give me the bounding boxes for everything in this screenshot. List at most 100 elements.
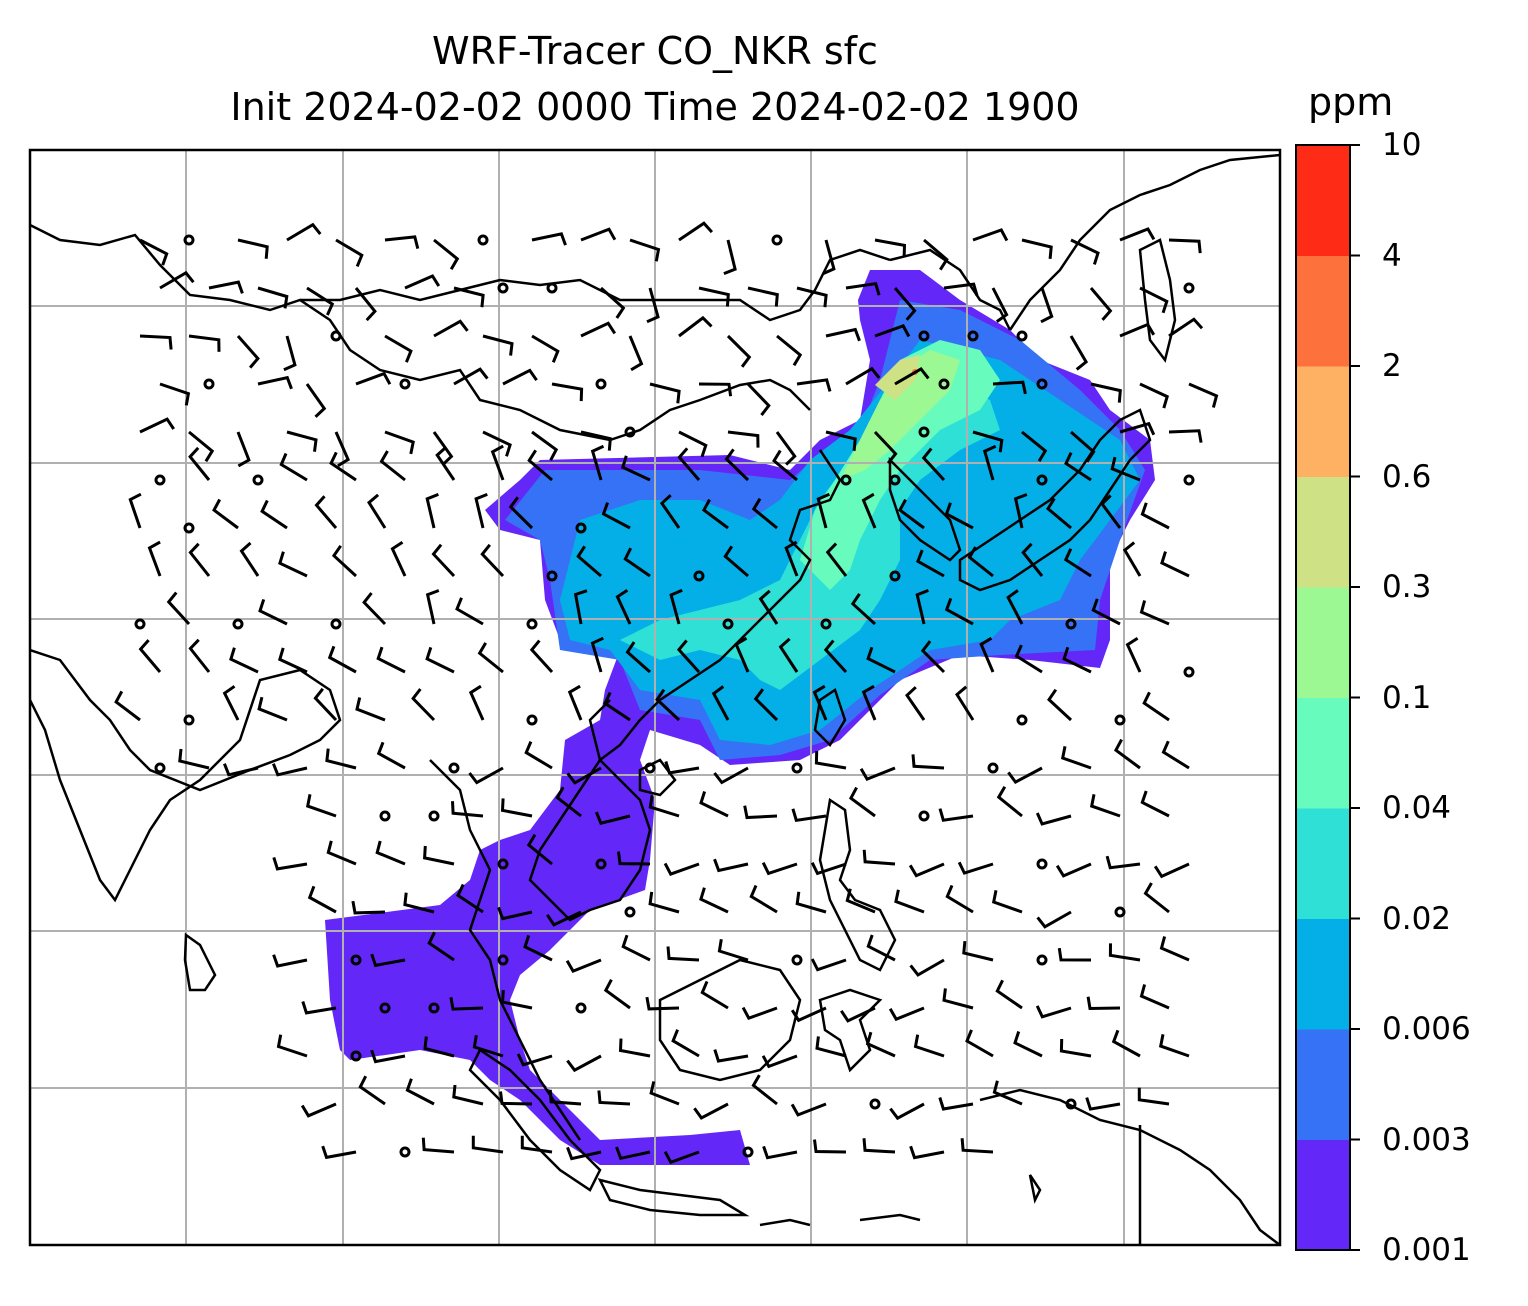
wind-barb	[590, 444, 605, 481]
calm-wind-marker	[722, 618, 734, 630]
wind-barb	[861, 684, 877, 721]
wind-barb	[1160, 551, 1190, 578]
wind-barb	[1111, 1029, 1141, 1058]
colorbar-segment	[1296, 1139, 1350, 1251]
wind-barb	[1108, 943, 1141, 962]
colorbar-segment	[1296, 808, 1350, 919]
colorbar-segment	[1296, 476, 1350, 588]
calm-wind-marker	[183, 234, 195, 246]
wind-barb	[1158, 1034, 1190, 1058]
wind-barb	[277, 647, 308, 674]
calm-wind-marker	[595, 378, 607, 390]
wind-barb	[423, 1036, 455, 1058]
wind-barb	[916, 549, 945, 578]
wind-barb	[567, 684, 583, 721]
calm-wind-marker	[918, 810, 930, 822]
coastline-myanmar-thailand	[429, 759, 582, 1141]
wind-barb	[862, 1138, 896, 1154]
wind-barb	[621, 934, 651, 962]
calm-wind-marker	[203, 378, 215, 390]
wind-barb	[944, 502, 974, 530]
wind-barb	[531, 232, 567, 246]
border-mongolia	[300, 248, 891, 322]
wind-barb	[796, 286, 828, 308]
wind-barb	[425, 646, 455, 674]
colorbar-tick-label: 0.3	[1382, 569, 1432, 605]
wind-barb	[223, 763, 259, 777]
wind-barb	[566, 766, 602, 785]
wind-barb	[325, 748, 357, 770]
colorbar-tick-label: 10	[1382, 127, 1422, 163]
wind-barb	[370, 1049, 406, 1064]
wind-barb	[451, 801, 484, 818]
wind-barb	[743, 805, 778, 820]
colorbar-tick-label: 0.04	[1382, 790, 1452, 826]
calm-wind-marker	[477, 234, 489, 246]
wind-barb	[874, 324, 911, 338]
wind-barb	[1089, 794, 1121, 818]
wind-barb	[139, 238, 169, 266]
wind-barb	[1070, 238, 1100, 265]
calm-wind-marker	[1065, 618, 1077, 630]
wind-barb	[893, 287, 917, 321]
wind-barb	[1055, 862, 1092, 878]
wind-barb	[816, 492, 830, 529]
wind-barb	[678, 221, 714, 242]
chart-title-line2: Init 2024-02-02 0000 Time 2024-02-02 190…	[230, 85, 1080, 129]
calm-wind-marker	[350, 954, 362, 966]
wind-barb	[1113, 738, 1141, 770]
wind-barb	[845, 888, 876, 914]
wind-barb	[455, 597, 484, 626]
wind-barb	[354, 287, 377, 322]
wind-barb	[943, 282, 979, 297]
wind-barb	[114, 690, 141, 722]
wind-barb	[257, 696, 288, 722]
wind-barb	[938, 1097, 974, 1111]
wind-barb	[404, 274, 441, 290]
wind-barb	[991, 287, 1009, 323]
wind-barb	[698, 286, 730, 307]
wind-barb	[208, 280, 244, 294]
wind-barb	[432, 431, 454, 466]
wind-barb	[812, 684, 828, 721]
wind-barb	[236, 335, 260, 369]
wind-barb	[566, 1146, 602, 1161]
calm-wind-marker	[1065, 1098, 1077, 1110]
colorbar-segment	[1296, 366, 1350, 477]
wind-barb	[753, 688, 779, 722]
wind-barb	[713, 1049, 749, 1063]
colorbar-segment	[1296, 918, 1350, 1030]
wind-barb	[276, 1034, 308, 1058]
wind-barb	[1105, 855, 1141, 870]
wind-barb	[546, 910, 582, 927]
wind-barb	[433, 238, 460, 270]
colorbar-segment	[1296, 255, 1350, 367]
wind-barb	[772, 449, 798, 482]
wind-barb	[139, 417, 175, 434]
wind-barb	[911, 754, 945, 770]
wind-barb	[874, 238, 907, 258]
wind-barb	[139, 334, 173, 350]
calm-wind-marker	[448, 762, 460, 774]
wind-barb	[1006, 589, 1024, 625]
wind-barb	[355, 371, 392, 386]
coastline-sri-lanka	[183, 932, 217, 992]
wind-barb	[814, 750, 847, 770]
wind-barb	[272, 856, 308, 871]
calm-wind-marker	[526, 714, 538, 726]
coastline-philippines	[818, 797, 897, 972]
wind-barb	[367, 493, 387, 529]
wind-barb	[909, 1145, 945, 1160]
wind-barb	[477, 642, 504, 674]
wind-barb	[699, 887, 729, 914]
coastline-hainan	[638, 758, 677, 797]
wind-barb	[305, 383, 327, 418]
wind-barb	[1062, 646, 1092, 674]
wind-barb	[423, 845, 455, 866]
wind-barb	[678, 430, 708, 458]
wind-barb	[603, 978, 631, 1010]
wind-barb	[1153, 862, 1190, 879]
calm-wind-marker	[1114, 906, 1126, 918]
wind-barb	[923, 238, 949, 271]
colorbar-tick-label: 0.006	[1382, 1011, 1471, 1047]
